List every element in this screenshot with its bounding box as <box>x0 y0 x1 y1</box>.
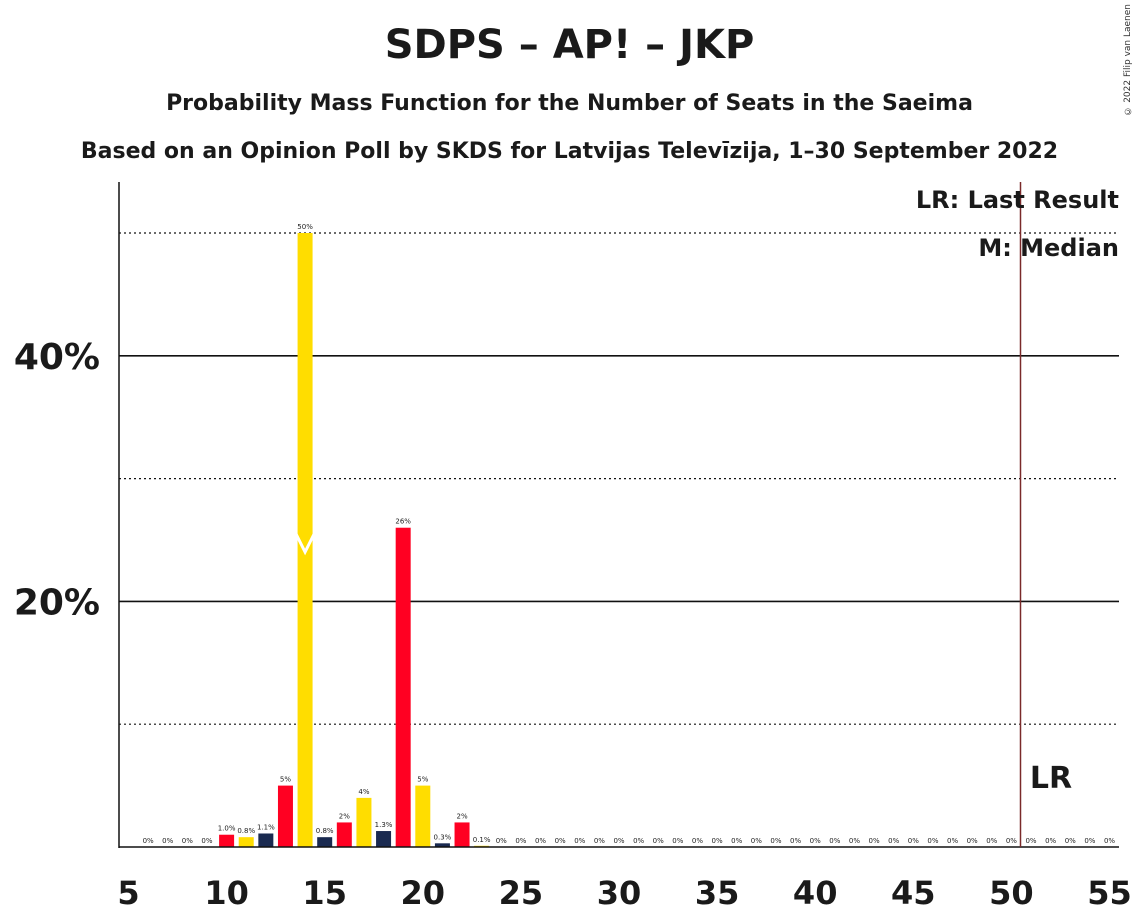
bar-label-6: 0% <box>143 837 154 845</box>
bar-label-24: 0% <box>496 837 507 845</box>
bar-11 <box>238 837 254 847</box>
bar-label-12: 1.1% <box>257 823 275 831</box>
bar-label-16: 2% <box>339 812 350 820</box>
bar-label-50: 0% <box>1006 837 1017 845</box>
y-tick-40: 40% <box>14 337 100 378</box>
bar-label-19: 26% <box>395 518 411 526</box>
bar-label-34: 0% <box>692 837 703 845</box>
bar-label-33: 0% <box>672 837 683 845</box>
x-tick-25: 25 <box>499 874 544 912</box>
x-tick-45: 45 <box>891 874 936 912</box>
bar-label-15: 0.8% <box>316 827 334 835</box>
tick-labels-group: 5 10 15 20 25 30 35 40 45 50 55 20% 40% <box>14 337 1132 912</box>
bar-label-36: 0% <box>731 837 742 845</box>
bar-label-35: 0% <box>712 837 723 845</box>
bar-label-54: 0% <box>1084 837 1095 845</box>
bar-labels-group: 0% 0% 0% 0%1.0% 0.8% 1.1%5%50%0.8%2%4%1.3%26%… <box>143 223 1116 845</box>
bar-label-17: 4% <box>358 788 369 796</box>
legend-last-result: LR: Last Result <box>915 186 1119 214</box>
bar-22 <box>454 822 470 847</box>
bar-12 <box>258 833 274 847</box>
bar-label-38: 0% <box>770 837 781 845</box>
x-tick-35: 35 <box>695 874 740 912</box>
chart-subtitle-source: Based on an Opinion Poll by SKDS for Lat… <box>80 139 1059 164</box>
bar-15 <box>317 837 333 847</box>
bar-13 <box>277 785 293 847</box>
bar-label-10: 1.0% <box>218 825 236 833</box>
bar-label-28: 0% <box>574 837 585 845</box>
bar-label-32: 0% <box>653 837 664 845</box>
bar-label-21: 0.3% <box>434 833 452 841</box>
bar-17 <box>356 797 372 847</box>
bar-label-7: 0% <box>162 837 173 845</box>
bar-label-48: 0% <box>967 837 978 845</box>
bar-label-53: 0% <box>1065 837 1076 845</box>
x-tick-50: 50 <box>989 874 1034 912</box>
bar-label-45: 0% <box>908 837 919 845</box>
bar-18 <box>376 831 392 847</box>
axes-group <box>118 182 1119 848</box>
bar-20 <box>415 785 431 847</box>
bar-label-26: 0% <box>535 837 546 845</box>
bar-19 <box>395 527 411 847</box>
x-tick-30: 30 <box>597 874 642 912</box>
bar-10 <box>219 834 235 847</box>
bar-label-9: 0% <box>201 837 212 845</box>
bar-label-47: 0% <box>947 837 958 845</box>
bar-label-31: 0% <box>633 837 644 845</box>
grid-lines <box>119 232 1119 725</box>
bar-label-27: 0% <box>555 837 566 845</box>
legend-median: M: Median <box>978 234 1119 262</box>
median-marker <box>294 533 316 556</box>
bar-21 <box>434 843 450 847</box>
bar-label-43: 0% <box>869 837 880 845</box>
bars-group <box>219 233 490 847</box>
bar-14 <box>297 233 313 847</box>
bar-label-25: 0% <box>515 837 526 845</box>
bar-label-41: 0% <box>829 837 840 845</box>
bar-label-11: 0.8% <box>237 827 255 835</box>
bar-label-40: 0% <box>810 837 821 845</box>
bar-label-37: 0% <box>751 837 762 845</box>
chart-subtitle: Probability Mass Function for the Number… <box>166 91 973 116</box>
bar-label-8: 0% <box>182 837 193 845</box>
x-tick-55: 55 <box>1087 874 1132 912</box>
bar-label-14: 50% <box>297 223 313 231</box>
bar-label-23: 0.1% <box>473 836 491 844</box>
bar-label-13: 5% <box>280 776 291 784</box>
x-tick-40: 40 <box>793 874 838 912</box>
bar-label-51: 0% <box>1025 837 1036 845</box>
bar-label-49: 0% <box>986 837 997 845</box>
x-tick-15: 15 <box>302 874 347 912</box>
bar-label-52: 0% <box>1045 837 1056 845</box>
y-tick-20: 20% <box>14 582 100 623</box>
chart-title: SDPS – AP! – JKP <box>384 22 755 68</box>
bar-label-29: 0% <box>594 837 605 845</box>
bar-16 <box>336 822 352 847</box>
x-tick-10: 10 <box>204 874 249 912</box>
bar-label-39: 0% <box>790 837 801 845</box>
markers-group: LR <box>294 182 1072 847</box>
bar-label-22: 2% <box>456 812 467 820</box>
x-tick-5: 5 <box>117 874 139 912</box>
bar-label-55: 0% <box>1104 837 1115 845</box>
bar-label-46: 0% <box>927 837 938 845</box>
bar-label-30: 0% <box>613 837 624 845</box>
bar-label-42: 0% <box>849 837 860 845</box>
x-tick-20: 20 <box>401 874 446 912</box>
bar-label-44: 0% <box>888 837 899 845</box>
last-result-label: LR <box>1030 761 1072 796</box>
bar-label-18: 1.3% <box>375 821 393 829</box>
bar-label-20: 5% <box>417 776 428 784</box>
